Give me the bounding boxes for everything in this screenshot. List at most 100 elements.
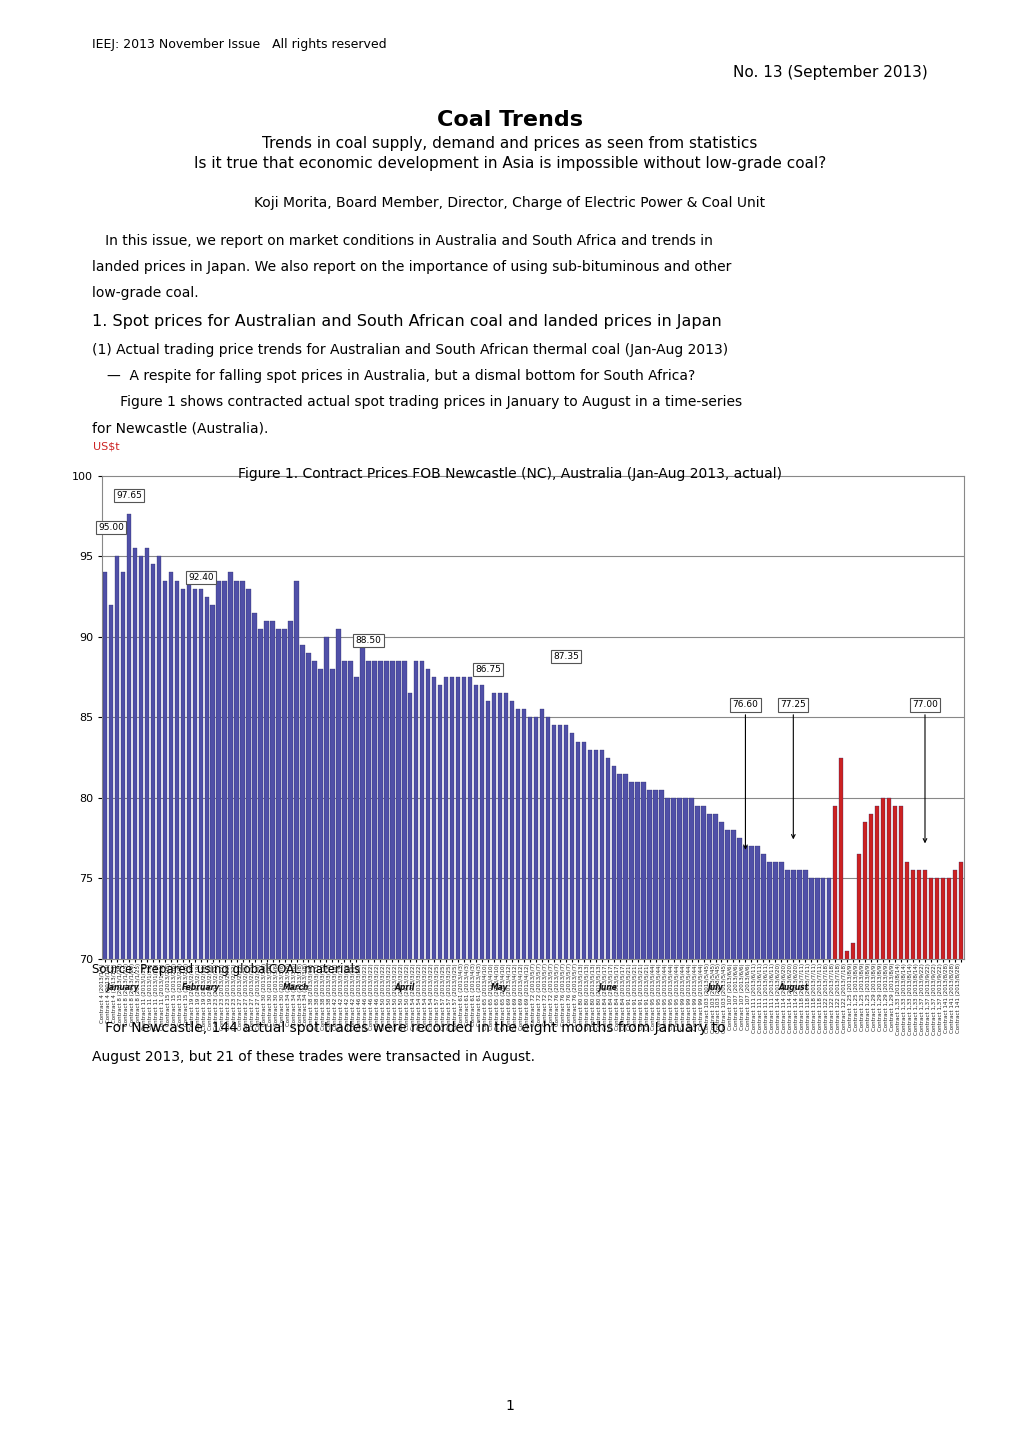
Bar (641, 782, 645, 1442)
Bar (922, 871, 926, 1442)
Bar (664, 797, 669, 1442)
Text: —  A respite for falling spot prices in Australia, but a dismal bottom for South: — A respite for falling spot prices in A… (107, 369, 695, 384)
Bar (151, 564, 155, 1442)
Bar (731, 831, 735, 1442)
Text: 97.65: 97.65 (116, 492, 142, 500)
Text: 88.50: 88.50 (355, 636, 381, 645)
Text: Coal Trends: Coal Trends (436, 110, 583, 130)
Bar (737, 838, 741, 1442)
Text: For Newcastle, 144 actual spot trades were recorded in the eight months from Jan: For Newcastle, 144 actual spot trades we… (92, 1021, 725, 1035)
Text: landed prices in Japan. We also report on the importance of using sub-bituminous: landed prices in Japan. We also report o… (92, 260, 731, 274)
Bar (282, 629, 286, 1442)
Bar (126, 513, 131, 1442)
Bar (785, 871, 789, 1442)
Bar (479, 685, 484, 1442)
Bar (683, 797, 687, 1442)
Bar (114, 557, 119, 1442)
Bar (240, 581, 245, 1442)
Bar (312, 660, 317, 1442)
Bar (354, 678, 359, 1442)
Bar (497, 694, 501, 1442)
Text: 77.25: 77.25 (780, 701, 805, 838)
Bar (725, 831, 729, 1442)
Text: 76.60: 76.60 (732, 701, 757, 849)
Bar (474, 685, 478, 1442)
Text: US$t: US$t (93, 441, 119, 451)
Bar (168, 572, 173, 1442)
Bar (210, 604, 215, 1442)
Bar (527, 717, 532, 1442)
Bar (437, 685, 442, 1442)
Bar (904, 862, 908, 1442)
Bar (216, 581, 221, 1442)
Bar (420, 660, 424, 1442)
Bar (587, 750, 591, 1442)
Bar (706, 813, 711, 1442)
Text: April: April (393, 983, 414, 992)
Text: 77.00: 77.00 (911, 701, 937, 842)
Bar (372, 660, 376, 1442)
Bar (886, 797, 891, 1442)
Bar (324, 637, 328, 1442)
Bar (635, 782, 639, 1442)
Bar (833, 806, 837, 1442)
Bar (952, 871, 956, 1442)
Bar (754, 846, 759, 1442)
Bar (808, 878, 813, 1442)
Bar (701, 806, 705, 1442)
Text: Trends in coal supply, demand and prices as seen from statistics: Trends in coal supply, demand and prices… (262, 136, 757, 150)
Bar (569, 734, 574, 1442)
Bar (545, 717, 549, 1442)
Bar (485, 701, 490, 1442)
Bar (796, 871, 801, 1442)
Text: 1: 1 (505, 1399, 514, 1413)
Text: 87.35: 87.35 (552, 652, 578, 660)
Text: February: February (181, 983, 220, 992)
Bar (455, 678, 460, 1442)
Bar (671, 797, 676, 1442)
Bar (779, 862, 783, 1442)
Bar (557, 725, 561, 1442)
Bar (820, 878, 824, 1442)
Bar (306, 653, 311, 1442)
Text: No. 13 (September 2013): No. 13 (September 2013) (733, 65, 927, 79)
Text: May: May (491, 983, 508, 992)
Bar (384, 660, 388, 1442)
Text: low-grade coal.: low-grade coal. (92, 286, 199, 300)
Bar (462, 678, 466, 1442)
Text: Figure 1. Contract Prices FOB Newcastle (NC), Australia (Jan-Aug 2013, actual): Figure 1. Contract Prices FOB Newcastle … (237, 467, 782, 482)
Bar (958, 862, 962, 1442)
Text: 92.40: 92.40 (187, 572, 213, 583)
Bar (174, 581, 179, 1442)
Bar (389, 660, 394, 1442)
Text: In this issue, we report on market conditions in Australia and South Africa and : In this issue, we report on market condi… (92, 234, 712, 248)
Text: Source: Prepared using globalCOAL materials: Source: Prepared using globalCOAL materi… (92, 963, 360, 976)
Bar (605, 757, 609, 1442)
Bar (258, 629, 263, 1442)
Bar (874, 806, 878, 1442)
Bar (366, 660, 370, 1442)
Bar (222, 581, 226, 1442)
Bar (946, 878, 951, 1442)
Bar (503, 694, 507, 1442)
Bar (360, 645, 364, 1442)
Bar (647, 790, 651, 1442)
Text: 1. Spot prices for Australian and South African coal and landed prices in Japan: 1. Spot prices for Australian and South … (92, 314, 720, 329)
Bar (145, 548, 149, 1442)
Bar (204, 597, 209, 1442)
Bar (611, 766, 615, 1442)
Bar (616, 774, 622, 1442)
Bar (916, 871, 920, 1442)
Bar (695, 806, 699, 1442)
Bar (186, 581, 191, 1442)
Text: January: January (107, 983, 140, 992)
Bar (748, 846, 753, 1442)
Text: August 2013, but 21 of these trades were transacted in August.: August 2013, but 21 of these trades were… (92, 1050, 534, 1064)
Bar (414, 660, 418, 1442)
Bar (839, 757, 843, 1442)
Bar (264, 620, 269, 1442)
Bar (510, 701, 514, 1442)
Bar (862, 822, 866, 1442)
Bar (180, 588, 184, 1442)
Bar (378, 660, 382, 1442)
